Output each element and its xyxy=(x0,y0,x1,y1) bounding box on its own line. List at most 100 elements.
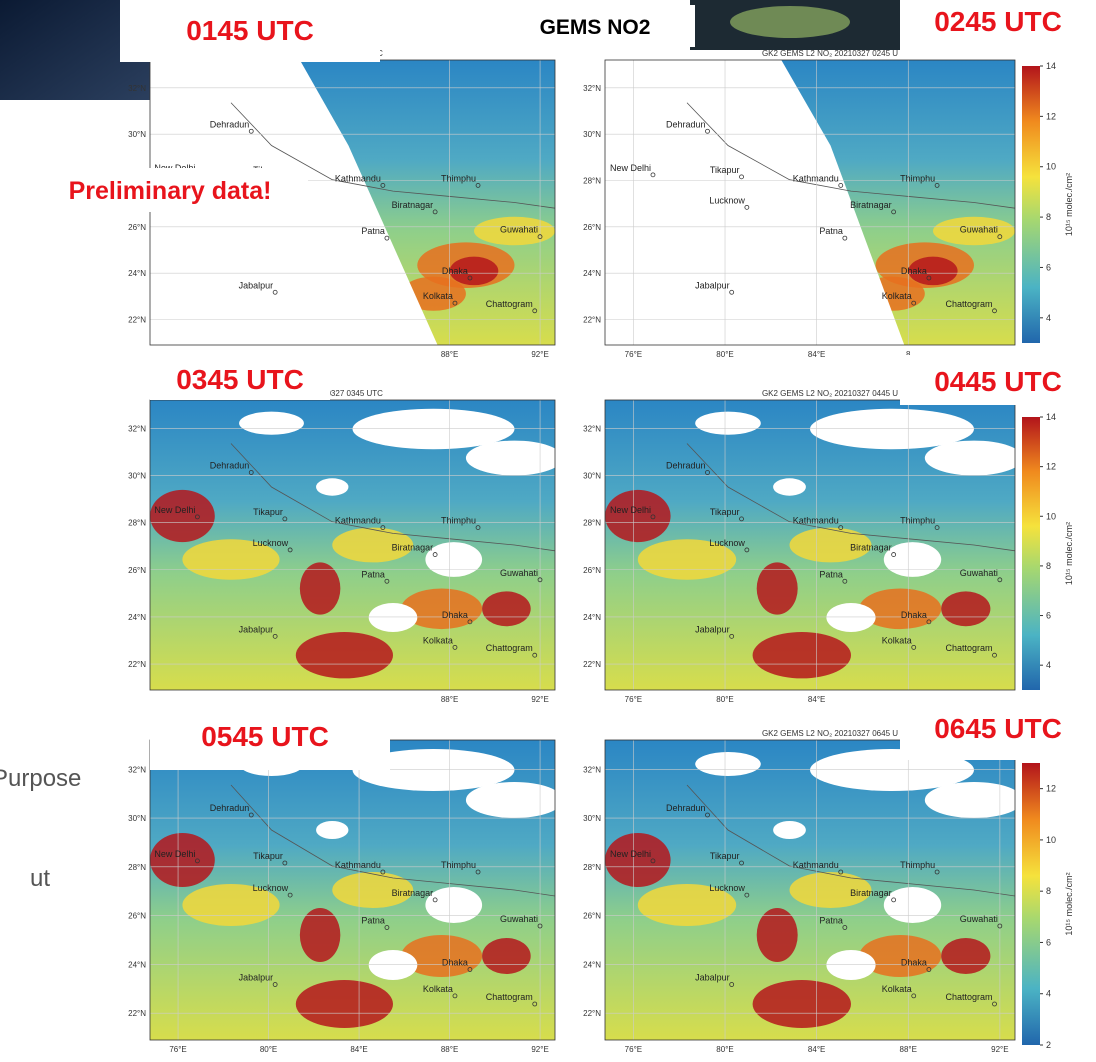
lat-tick-label: 24°N xyxy=(583,269,601,278)
cloud-mask xyxy=(466,441,563,476)
slide: Dehradun New Delhi Tikapur Lucknow Kathmandu… xyxy=(0,0,1096,1062)
city-label: Kolkata xyxy=(423,984,453,994)
cloud-mask xyxy=(316,478,348,495)
panel-title: GK2 GEMS L2 NO₂ 20210327 0445 U xyxy=(762,389,898,398)
lat-tick-label: 24°N xyxy=(128,613,146,622)
lat-tick-label: 26°N xyxy=(583,912,601,921)
lat-tick-label: 22°N xyxy=(583,660,601,669)
lon-tick-label: 88°E xyxy=(441,695,458,704)
no2-plume xyxy=(300,908,341,962)
no2-plume xyxy=(300,562,341,614)
city-label: Guwahati xyxy=(960,914,998,924)
lat-tick-label: 28°N xyxy=(128,863,146,872)
lon-tick-label: 92°E xyxy=(531,695,548,704)
lon-tick-label: 88°E xyxy=(900,1045,917,1054)
city-label: Guwahati xyxy=(960,568,998,578)
no2-plume xyxy=(296,980,393,1028)
city-label: Biratnagar xyxy=(392,888,434,898)
city-label: Dhaka xyxy=(901,958,927,968)
city-label: Jabalpur xyxy=(695,624,730,634)
city-label: Dhaka xyxy=(901,266,927,276)
city-label: Tikapur xyxy=(253,851,283,861)
map-panel: DehradunNew DelhiTikapurLucknowKathmandu… xyxy=(605,740,1023,1040)
city-label: Tikapur xyxy=(710,851,740,861)
lat-tick-label: 30°N xyxy=(583,130,601,139)
city-label: Patna xyxy=(361,569,385,579)
city-label: New Delhi xyxy=(154,505,195,515)
background-text: Purpose xyxy=(0,765,81,792)
lon-tick-label: 92°E xyxy=(531,350,548,359)
lat-tick-label: 32°N xyxy=(583,84,601,93)
city-label: Kolkata xyxy=(423,635,453,645)
colorbar-tick-label: 8 xyxy=(1046,886,1051,896)
no2-plume xyxy=(757,562,798,614)
city-label: Patna xyxy=(819,916,843,926)
lat-tick-label: 30°N xyxy=(128,814,146,823)
cloud-mask xyxy=(884,887,941,923)
city-label: Guwahati xyxy=(500,225,538,235)
city-label: Dehradun xyxy=(666,461,706,471)
colorbar-tick-label: 4 xyxy=(1046,313,1051,323)
cloud-mask xyxy=(826,603,875,632)
city-label: Biratnagar xyxy=(850,888,892,898)
city-label: Kathmandu xyxy=(335,516,381,526)
city-label: Lucknow xyxy=(709,538,745,548)
city-label: Lucknow xyxy=(253,883,289,893)
city-label: Dhaka xyxy=(442,266,468,276)
map-panel: DehradunNew DelhiTikapurLucknowKathmandu… xyxy=(605,400,1023,690)
no2-plume xyxy=(605,833,671,887)
no2-plume xyxy=(941,591,990,626)
city-label: Chattogram xyxy=(945,643,992,653)
no2-plume xyxy=(605,490,671,542)
lon-tick-label: 92°E xyxy=(531,1045,548,1054)
city-label: Dehradun xyxy=(666,119,706,129)
cloud-mask xyxy=(239,412,304,435)
no2-plume xyxy=(753,632,851,678)
city-label: Dhaka xyxy=(901,610,927,620)
lon-tick-label: 80°E xyxy=(716,350,733,359)
city-label: Kathmandu xyxy=(793,516,839,526)
lat-tick-label: 22°N xyxy=(128,660,146,669)
time-label: 0445 UTC xyxy=(934,366,1062,397)
colorbar-label: 10¹⁵ molec./cm² xyxy=(1064,522,1074,585)
city-label: Chattogram xyxy=(945,992,992,1002)
lat-tick-label: 32°N xyxy=(583,424,601,433)
colorbar xyxy=(1022,763,1040,1045)
time-label: 0245 UTC xyxy=(934,6,1062,37)
city-label: Kathmandu xyxy=(793,173,839,183)
lat-tick-label: 24°N xyxy=(583,613,601,622)
no2-plume xyxy=(482,938,531,974)
city-label: Thimphu xyxy=(441,860,476,870)
city-label: Biratnagar xyxy=(850,543,892,553)
lon-tick-label: 76°E xyxy=(625,695,642,704)
city-label: Thimphu xyxy=(441,173,476,183)
lat-tick-label: 30°N xyxy=(128,130,146,139)
no2-plume xyxy=(757,908,798,962)
city-label: New Delhi xyxy=(154,849,195,859)
lon-tick-label: 84°E xyxy=(350,1045,367,1054)
no2-plume xyxy=(296,632,393,678)
colorbar-tick-label: 12 xyxy=(1046,111,1056,121)
colorbar-label: 10¹⁵ molec./cm² xyxy=(1064,173,1074,236)
colorbar-tick-label: 8 xyxy=(1046,561,1051,571)
lat-tick-label: 26°N xyxy=(583,566,601,575)
colorbar-tick-label: 12 xyxy=(1046,784,1056,794)
map-panel: DehradunNew DelhiTikapurLucknowKathmandu… xyxy=(605,60,1015,345)
city-label: Chattogram xyxy=(945,299,992,309)
colorbar-tick-label: 2 xyxy=(1046,1040,1051,1050)
city-label: Kathmandu xyxy=(335,860,381,870)
city-label: Thimphu xyxy=(900,860,935,870)
city-label: Tikapur xyxy=(710,507,740,517)
time-label: 0645 UTC xyxy=(934,713,1062,744)
colorbar-tick-label: 6 xyxy=(1046,262,1051,272)
panel-title: 10327 0345 UTC xyxy=(322,389,383,398)
city-label: Thimphu xyxy=(900,173,935,183)
city-label: Chattogram xyxy=(486,992,533,1002)
colorbar-tick-label: 4 xyxy=(1046,989,1051,999)
colorbar-tick-label: 14 xyxy=(1046,412,1056,422)
colorbar-tick-label: 10 xyxy=(1046,835,1056,845)
city-label: Patna xyxy=(361,226,385,236)
time-label: 0345 UTC xyxy=(176,364,304,395)
colorbar xyxy=(1022,417,1040,690)
lon-tick-label: 88°E xyxy=(441,350,458,359)
